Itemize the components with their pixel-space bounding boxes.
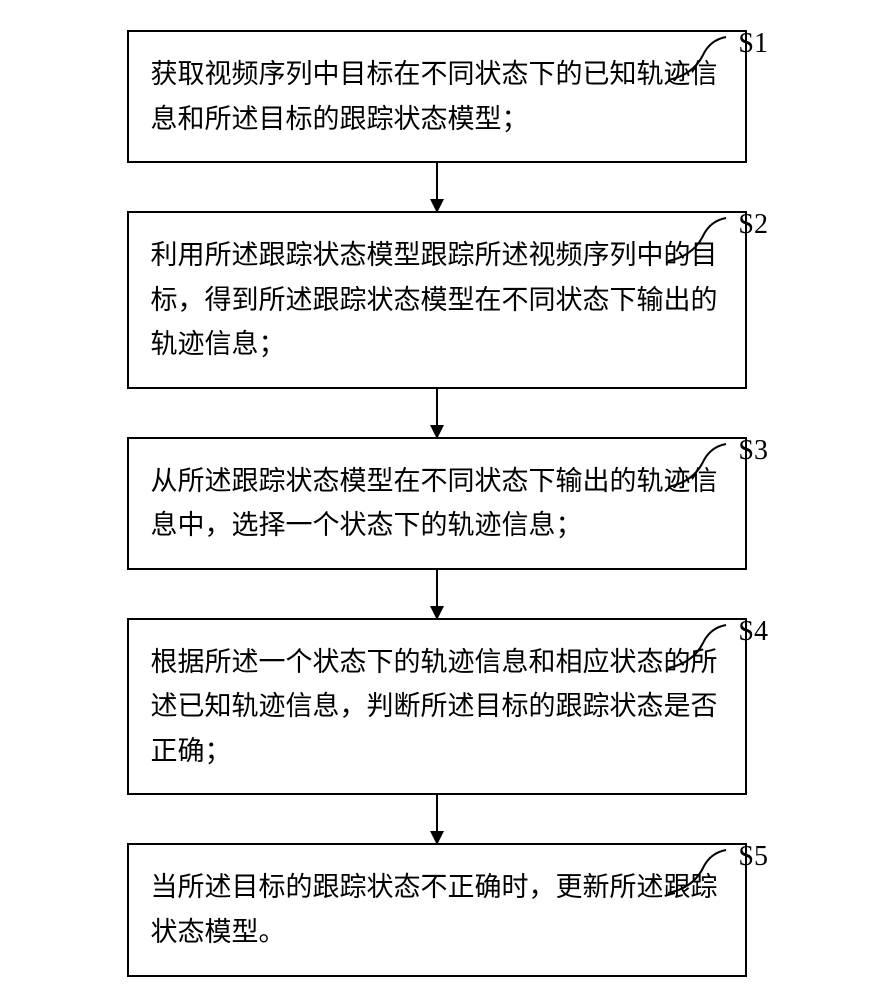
arrow-2 [436,389,438,437]
step-container-1: S1 获取视频序列中目标在不同状态下的已知轨迹信息和所述目标的跟踪状态模型； [40,30,833,163]
step-label-1: S1 [738,28,768,60]
arrow-3 [436,570,438,618]
step-container-3: S3 从所述跟踪状态模型在不同状态下输出的轨迹信息中，选择一个状态下的轨迹信息； [40,437,833,570]
flowchart-container: S1 获取视频序列中目标在不同状态下的已知轨迹信息和所述目标的跟踪状态模型； S… [40,30,833,977]
step-box-1: 获取视频序列中目标在不同状态下的已知轨迹信息和所述目标的跟踪状态模型； [127,30,747,163]
connector-curve-3 [668,442,728,492]
arrow-4 [436,795,438,843]
step-box-2: 利用所述跟踪状态模型跟踪所述视频序列中的目标，得到所述跟踪状态模型在不同状态下输… [127,211,747,389]
step-box-5: 当所述目标的跟踪状态不正确时，更新所述跟踪状态模型。 [127,843,747,976]
step-label-2: S2 [738,209,768,241]
step-label-3: S3 [738,435,768,467]
connector-curve-5 [668,848,728,898]
connector-curve-1 [668,35,728,85]
connector-curve-4 [668,623,728,673]
step-label-5: S5 [738,841,768,873]
step-box-4: 根据所述一个状态下的轨迹信息和相应状态的所述已知轨迹信息，判断所述目标的跟踪状态… [127,618,747,796]
step-container-4: S4 根据所述一个状态下的轨迹信息和相应状态的所述已知轨迹信息，判断所述目标的跟… [40,618,833,796]
step-box-3: 从所述跟踪状态模型在不同状态下输出的轨迹信息中，选择一个状态下的轨迹信息； [127,437,747,570]
step-container-5: S5 当所述目标的跟踪状态不正确时，更新所述跟踪状态模型。 [40,843,833,976]
connector-curve-2 [668,216,728,266]
arrow-1 [436,163,438,211]
step-container-2: S2 利用所述跟踪状态模型跟踪所述视频序列中的目标，得到所述跟踪状态模型在不同状… [40,211,833,389]
step-label-4: S4 [738,616,768,648]
